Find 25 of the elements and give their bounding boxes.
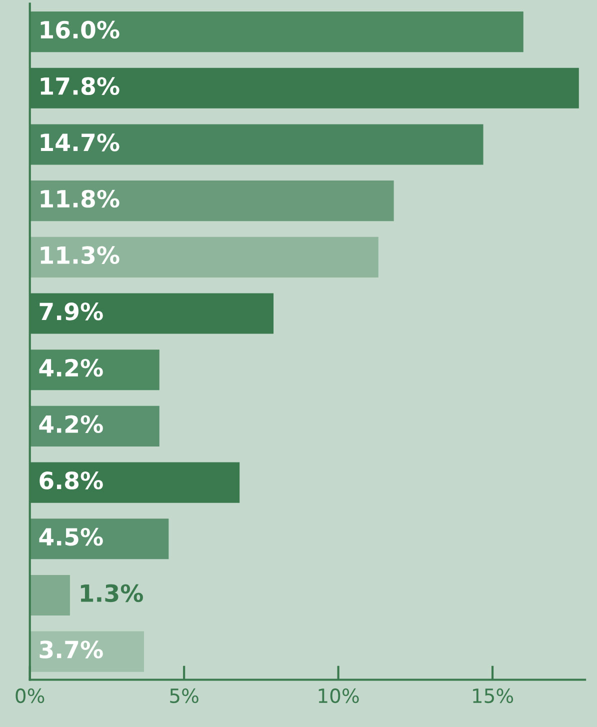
data-label: 11.3%: [40, 246, 120, 264]
bar: [30, 574, 70, 616]
x-tick-label: 10%: [318, 688, 359, 704]
data-label: 6.8%: [40, 472, 103, 490]
x-tick-label: 15%: [473, 688, 514, 704]
x-tick-label: 5%: [170, 688, 198, 704]
bar: [30, 518, 169, 560]
data-label: 3.7%: [40, 640, 103, 658]
data-label: 4.5%: [39, 528, 103, 546]
bar: [30, 236, 378, 278]
data-label: 1.3%: [80, 584, 144, 602]
bar: [30, 12, 524, 52]
data-label: 4.2%: [39, 358, 103, 377]
data-label: 4.2%: [39, 415, 103, 434]
data-label: 16.0%: [40, 20, 120, 39]
bar: [30, 350, 160, 390]
bar: [30, 180, 394, 222]
data-label: 11.8%: [40, 190, 120, 208]
data-label: 17.8%: [40, 77, 120, 95]
data-label: 14.7%: [40, 133, 120, 152]
bar: [30, 406, 160, 446]
data-label: 7.9%: [40, 302, 103, 320]
bar: [30, 631, 144, 672]
x-tick-label: 0%: [16, 688, 44, 704]
bar: [30, 124, 484, 165]
